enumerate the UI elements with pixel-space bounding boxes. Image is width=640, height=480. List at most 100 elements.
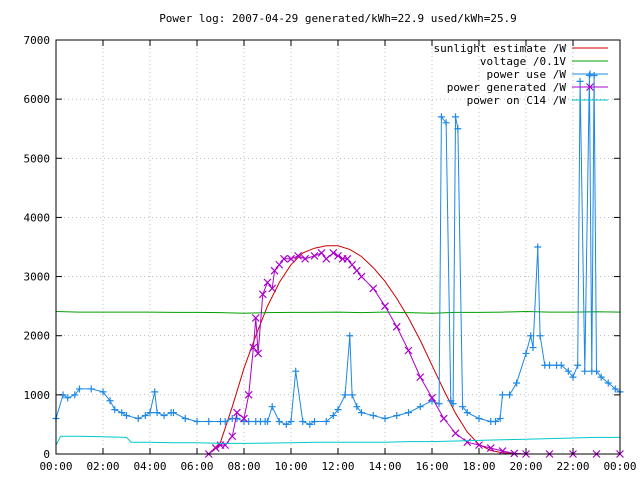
data-point (499, 391, 506, 399)
data-point (87, 385, 95, 393)
y-tick-label: 2000 (24, 330, 51, 343)
data-point (496, 415, 504, 423)
data-point (322, 254, 331, 263)
series-line (55, 310, 621, 314)
data-point (510, 449, 519, 458)
data-point (343, 254, 352, 263)
data-point (405, 409, 412, 417)
legend-label: sunlight estimate /W (434, 42, 567, 55)
data-point (205, 417, 213, 425)
data-point (491, 417, 499, 425)
data-point (160, 412, 168, 420)
series-1 (55, 310, 621, 314)
data-point (590, 71, 598, 79)
data-point (486, 444, 495, 453)
data-point (348, 260, 357, 269)
data-point (111, 406, 119, 414)
data-point (334, 251, 342, 260)
data-point (294, 251, 302, 260)
data-point (71, 391, 79, 399)
series-4 (55, 435, 620, 446)
x-tick-label: 00:00 (603, 460, 636, 473)
data-point (310, 251, 319, 260)
y-tick-label: 0 (43, 448, 50, 461)
data-point (287, 417, 295, 425)
data-point (437, 113, 445, 121)
data-point (574, 361, 582, 369)
data-point (404, 346, 413, 355)
data-point (564, 367, 572, 375)
y-tick-label: 7000 (24, 34, 51, 47)
data-point (352, 266, 361, 275)
data-point (275, 417, 283, 425)
y-tick-label: 6000 (24, 93, 51, 106)
x-tick-label: 20:00 (509, 460, 542, 473)
data-point (268, 403, 276, 411)
x-tick-label: 14:00 (368, 460, 401, 473)
data-point (536, 332, 544, 340)
data-point (317, 248, 326, 257)
legend-label: power generated /W (447, 81, 567, 94)
data-point (452, 113, 459, 121)
series-layer (52, 71, 624, 458)
data-point (249, 343, 258, 352)
data-point (240, 414, 248, 423)
series-3 (204, 248, 624, 458)
data-point (428, 393, 436, 402)
data-point (393, 412, 401, 420)
data-point (76, 385, 83, 393)
data-point (435, 400, 443, 408)
data-point (153, 409, 161, 417)
data-point (369, 284, 378, 293)
series-line (55, 435, 620, 446)
data-point (268, 284, 277, 293)
data-point (151, 388, 159, 396)
y-tick-label: 5000 (24, 152, 51, 165)
x-tick-label: 18:00 (462, 460, 495, 473)
data-point (329, 412, 337, 420)
y-tick-label: 1000 (24, 389, 51, 402)
data-point (475, 441, 483, 450)
data-point (353, 403, 361, 411)
data-point (228, 432, 237, 441)
data-point (211, 444, 220, 453)
data-point (357, 272, 366, 281)
data-point (64, 394, 72, 402)
data-point (381, 415, 389, 423)
data-point (123, 412, 130, 420)
data-point (513, 379, 521, 387)
data-point (529, 344, 537, 352)
data-point (346, 332, 354, 340)
x-tick-label: 06:00 (180, 460, 213, 473)
data-point (593, 367, 600, 375)
x-tick-label: 22:00 (556, 460, 589, 473)
data-point (270, 266, 279, 275)
data-point (597, 373, 605, 381)
data-point (301, 254, 310, 263)
legend-label: power on C14 /W (467, 94, 567, 107)
data-point (451, 429, 460, 438)
data-point (611, 385, 619, 393)
data-point (581, 367, 589, 375)
series-line (208, 252, 620, 455)
data-point (221, 441, 230, 450)
data-point (221, 417, 229, 425)
data-point (454, 125, 462, 133)
data-point (264, 417, 271, 425)
axes: 0 1000 2000 3000 4000 5000 6000 7000 00:00 02:00 0… (24, 34, 637, 473)
data-point (329, 248, 338, 257)
data-point (463, 409, 471, 417)
data-point (275, 260, 284, 269)
data-point (99, 388, 107, 396)
data-point (527, 332, 535, 340)
data-point (463, 438, 472, 447)
series-0 (208, 245, 527, 455)
grid (56, 40, 620, 454)
data-point (306, 420, 314, 428)
data-point (141, 412, 149, 420)
data-point (193, 417, 201, 425)
data-point (449, 400, 457, 408)
data-point (251, 314, 260, 322)
